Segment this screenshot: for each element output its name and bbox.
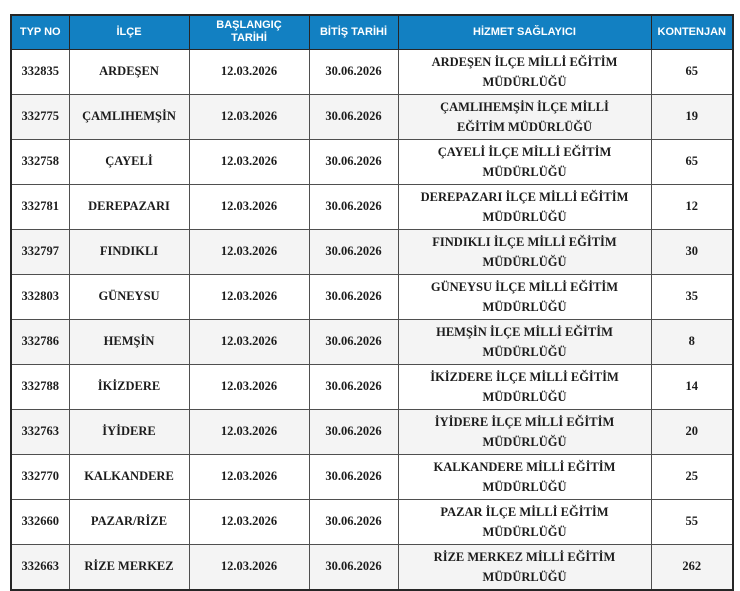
cell-saglayici: ÇAYELİ İLÇE MİLLİ EĞİTİM MÜDÜRLÜĞÜ: [397, 138, 652, 185]
table-row: 332835 ARDEŞEN 12.03.2026 30.06.2026 ARD…: [10, 48, 734, 95]
table-row: 332663 RİZE MERKEZ 12.03.2026 30.06.2026…: [10, 543, 734, 590]
table-body: 332835 ARDEŞEN 12.03.2026 30.06.2026 ARD…: [10, 48, 734, 590]
cell-bitis: 30.06.2026: [308, 48, 399, 95]
cell-saglayici: İKİZDERE İLÇE MİLLİ EĞİTİM MÜDÜRLÜĞÜ: [397, 363, 652, 410]
cell-typ-no: 332786: [10, 318, 70, 365]
cell-typ-no: 332770: [10, 453, 70, 500]
header-row: TYP NO İLÇE BAŞLANGIÇ TARİHİ BİTİŞ TARİH…: [10, 14, 734, 50]
header-ilce: İLÇE: [68, 14, 190, 50]
cell-ilce: KALKANDERE: [68, 453, 190, 500]
cell-typ-no: 332775: [10, 93, 70, 140]
cell-ilce: HEMŞİN: [68, 318, 190, 365]
cell-bitis: 30.06.2026: [308, 408, 399, 455]
table-row: 332781 DEREPAZARI 12.03.2026 30.06.2026 …: [10, 183, 734, 230]
cell-bitis: 30.06.2026: [308, 273, 399, 320]
cell-ilce: GÜNEYSU: [68, 273, 190, 320]
cell-baslangic: 12.03.2026: [188, 408, 310, 455]
cell-baslangic: 12.03.2026: [188, 228, 310, 275]
cell-typ-no: 332663: [10, 543, 70, 590]
table-row: 332775 ÇAMLIHEMŞİN 12.03.2026 30.06.2026…: [10, 93, 734, 140]
cell-kontenjan: 55: [650, 498, 734, 545]
cell-kontenjan: 12: [650, 183, 734, 230]
cell-bitis: 30.06.2026: [308, 363, 399, 410]
cell-ilce: DEREPAZARI: [68, 183, 190, 230]
table-row: 332786 HEMŞİN 12.03.2026 30.06.2026 HEMŞ…: [10, 318, 734, 365]
cell-baslangic: 12.03.2026: [188, 498, 310, 545]
typ-kontenjan-table-container: TYP NO İLÇE BAŞLANGIÇ TARİHİ BİTİŞ TARİH…: [10, 14, 734, 591]
cell-kontenjan: 19: [650, 93, 734, 140]
cell-bitis: 30.06.2026: [308, 498, 399, 545]
cell-saglayici: FINDIKLI İLÇE MİLLİ EĞİTİM MÜDÜRLÜĞÜ: [397, 228, 652, 275]
cell-baslangic: 12.03.2026: [188, 273, 310, 320]
cell-bitis: 30.06.2026: [308, 453, 399, 500]
table-row: 332788 İKİZDERE 12.03.2026 30.06.2026 İK…: [10, 363, 734, 410]
cell-baslangic: 12.03.2026: [188, 183, 310, 230]
cell-typ-no: 332763: [10, 408, 70, 455]
cell-ilce: ÇAYELİ: [68, 138, 190, 185]
cell-typ-no: 332788: [10, 363, 70, 410]
cell-typ-no: 332781: [10, 183, 70, 230]
cell-ilce: İYİDERE: [68, 408, 190, 455]
cell-ilce: ARDEŞEN: [68, 48, 190, 95]
table-row: 332770 KALKANDERE 12.03.2026 30.06.2026 …: [10, 453, 734, 500]
table-row: 332797 FINDIKLI 12.03.2026 30.06.2026 FI…: [10, 228, 734, 275]
cell-saglayici: PAZAR İLÇE MİLLİ EĞİTİM MÜDÜRLÜĞÜ: [397, 498, 652, 545]
cell-bitis: 30.06.2026: [308, 318, 399, 365]
cell-baslangic: 12.03.2026: [188, 318, 310, 365]
cell-kontenjan: 30: [650, 228, 734, 275]
cell-saglayici: İYİDERE İLÇE MİLLİ EĞİTİM MÜDÜRLÜĞÜ: [397, 408, 652, 455]
table-row: 332758 ÇAYELİ 12.03.2026 30.06.2026 ÇAYE…: [10, 138, 734, 185]
cell-baslangic: 12.03.2026: [188, 138, 310, 185]
cell-saglayici: HEMŞİN İLÇE MİLLİ EĞİTİM MÜDÜRLÜĞÜ: [397, 318, 652, 365]
cell-bitis: 30.06.2026: [308, 93, 399, 140]
cell-kontenjan: 35: [650, 273, 734, 320]
cell-saglayici: KALKANDERE MİLLİ EĞİTİM MÜDÜRLÜĞÜ: [397, 453, 652, 500]
cell-typ-no: 332803: [10, 273, 70, 320]
cell-saglayici: DEREPAZARI İLÇE MİLLİ EĞİTİM MÜDÜRLÜĞÜ: [397, 183, 652, 230]
cell-baslangic: 12.03.2026: [188, 453, 310, 500]
cell-kontenjan: 65: [650, 48, 734, 95]
table-header: TYP NO İLÇE BAŞLANGIÇ TARİHİ BİTİŞ TARİH…: [10, 14, 734, 50]
cell-bitis: 30.06.2026: [308, 228, 399, 275]
cell-saglayici: RİZE MERKEZ MİLLİ EĞİTİM MÜDÜRLÜĞÜ: [397, 543, 652, 590]
table-row: 332660 PAZAR/RİZE 12.03.2026 30.06.2026 …: [10, 498, 734, 545]
cell-kontenjan: 8: [650, 318, 734, 365]
cell-bitis: 30.06.2026: [308, 543, 399, 590]
cell-saglayici: ARDEŞEN İLÇE MİLLİ EĞİTİM MÜDÜRLÜĞÜ: [397, 48, 652, 95]
cell-ilce: FINDIKLI: [68, 228, 190, 275]
cell-baslangic: 12.03.2026: [188, 363, 310, 410]
cell-bitis: 30.06.2026: [308, 138, 399, 185]
header-hizmet-saglayici: HİZMET SAĞLAYICI: [397, 14, 652, 50]
cell-saglayici: GÜNEYSU İLÇE MİLLİ EĞİTİM MÜDÜRLÜĞÜ: [397, 273, 652, 320]
cell-typ-no: 332797: [10, 228, 70, 275]
cell-typ-no: 332758: [10, 138, 70, 185]
cell-ilce: RİZE MERKEZ: [68, 543, 190, 590]
cell-kontenjan: 65: [650, 138, 734, 185]
cell-kontenjan: 262: [650, 543, 734, 590]
cell-kontenjan: 20: [650, 408, 734, 455]
cell-bitis: 30.06.2026: [308, 183, 399, 230]
table-row: 332763 İYİDERE 12.03.2026 30.06.2026 İYİ…: [10, 408, 734, 455]
cell-typ-no: 332835: [10, 48, 70, 95]
cell-baslangic: 12.03.2026: [188, 543, 310, 590]
cell-saglayici: ÇAMLIHEMŞİN İLÇE MİLLİ EĞİTİM MÜDÜRLÜĞÜ: [397, 93, 652, 140]
header-kontenjan: KONTENJAN: [650, 14, 734, 50]
cell-ilce: PAZAR/RİZE: [68, 498, 190, 545]
header-bitis-tarihi: BİTİŞ TARİHİ: [308, 14, 399, 50]
cell-ilce: İKİZDERE: [68, 363, 190, 410]
typ-kontenjan-table: TYP NO İLÇE BAŞLANGIÇ TARİHİ BİTİŞ TARİH…: [10, 14, 734, 591]
table-row: 332803 GÜNEYSU 12.03.2026 30.06.2026 GÜN…: [10, 273, 734, 320]
cell-typ-no: 332660: [10, 498, 70, 545]
header-typ-no: TYP NO: [10, 14, 70, 50]
cell-baslangic: 12.03.2026: [188, 48, 310, 95]
cell-kontenjan: 25: [650, 453, 734, 500]
cell-baslangic: 12.03.2026: [188, 93, 310, 140]
cell-kontenjan: 14: [650, 363, 734, 410]
cell-ilce: ÇAMLIHEMŞİN: [68, 93, 190, 140]
header-baslangic-tarihi: BAŞLANGIÇ TARİHİ: [188, 14, 310, 50]
